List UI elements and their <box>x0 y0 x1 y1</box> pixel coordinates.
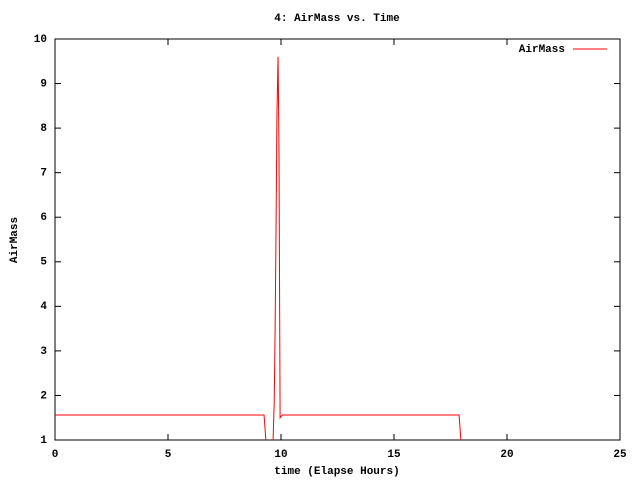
y-tick-label: 4 <box>40 301 47 313</box>
y-tick-label: 1 <box>40 435 47 447</box>
y-tick-label: 10 <box>34 34 47 46</box>
y-tick-label: 8 <box>40 123 47 135</box>
x-tick-label: 5 <box>165 449 172 461</box>
chart-title: 4: AirMass vs. Time <box>274 13 400 25</box>
y-tick-label: 9 <box>40 78 47 90</box>
plot-frame <box>54 38 621 441</box>
legend-label: AirMass <box>519 44 565 56</box>
y-tick-label: 3 <box>40 346 47 358</box>
y-tick-label: 7 <box>40 168 47 180</box>
x-tick-label: 20 <box>500 449 513 461</box>
x-tick-label: 0 <box>52 449 59 461</box>
y-tick-label: 5 <box>40 257 47 269</box>
x-axis-label: time (Elapse Hours) <box>274 466 399 478</box>
x-tick-label: 25 <box>613 449 627 461</box>
x-tick-label: 15 <box>387 449 401 461</box>
y-tick-label: 2 <box>40 390 47 402</box>
data-line <box>55 56 462 441</box>
y-tick-label: 6 <box>40 212 47 224</box>
y-axis-label: AirMass <box>9 217 21 263</box>
x-tick-label: 10 <box>274 449 287 461</box>
